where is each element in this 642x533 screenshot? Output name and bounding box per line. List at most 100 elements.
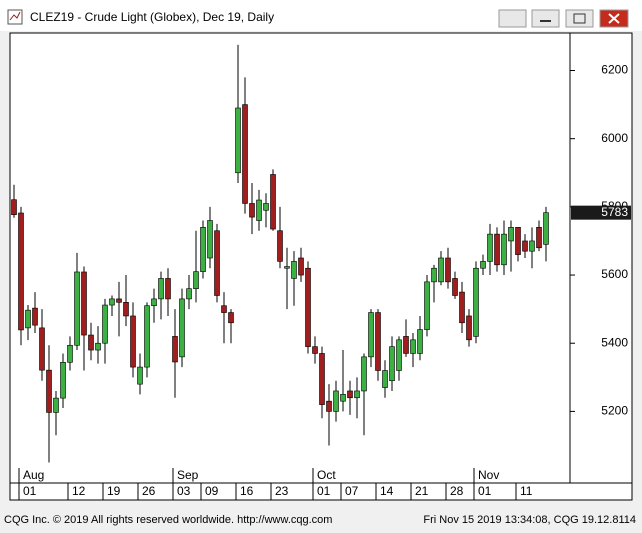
candle-body — [480, 261, 486, 269]
candle-body — [284, 266, 290, 269]
candle-body — [74, 271, 80, 346]
candle-body — [179, 298, 185, 358]
candle-body — [396, 339, 402, 371]
maximize-icon — [573, 13, 586, 24]
window-title: CLEZ19 - Crude Light (Globex), Dec 19, D… — [30, 10, 274, 24]
candle-body — [214, 230, 220, 296]
candle-body — [207, 220, 213, 259]
candle-body — [361, 356, 367, 392]
candle-body — [270, 174, 276, 230]
window-icon — [7, 9, 23, 25]
candle-body — [151, 298, 157, 307]
candle-body — [305, 267, 311, 347]
close-icon — [608, 13, 620, 24]
candle-body — [333, 390, 339, 412]
last-price-label: 5783 — [601, 205, 628, 219]
candle-body — [431, 267, 437, 283]
date-axis — [9, 482, 633, 501]
candle-body — [102, 304, 108, 344]
candle-body — [403, 336, 409, 354]
candle-body — [382, 370, 388, 388]
candle-body — [39, 327, 45, 371]
candle-body — [32, 307, 38, 326]
candle-body — [263, 203, 269, 211]
candle-body — [452, 278, 458, 296]
candle-body — [354, 390, 360, 399]
candle-body — [487, 233, 493, 262]
candle-body — [466, 315, 472, 341]
candle-body — [375, 312, 381, 371]
candle-body — [438, 257, 444, 283]
maximize-button[interactable] — [565, 9, 594, 28]
candle-body — [424, 281, 430, 330]
x-tick-label: 01 — [23, 484, 37, 498]
x-tick-label: 14 — [380, 484, 394, 498]
candle-body — [165, 278, 171, 300]
candle-body — [158, 278, 164, 300]
month-label: Nov — [478, 468, 499, 482]
x-tick-label: 11 — [520, 484, 533, 498]
candle-body — [81, 271, 87, 336]
candle-body — [536, 227, 542, 249]
candle-body — [445, 257, 451, 283]
candle-body — [116, 298, 122, 303]
x-tick-label: 26 — [142, 484, 156, 498]
x-tick-label: 01 — [478, 484, 492, 498]
candle-body — [515, 227, 521, 255]
y-tick-label: 6000 — [601, 131, 628, 145]
candle-body — [312, 346, 318, 354]
candle-body — [60, 362, 66, 399]
last-price-box — [571, 205, 631, 220]
candle-body — [291, 261, 297, 279]
month-label: Aug — [23, 468, 44, 482]
candle-body — [11, 199, 17, 216]
month-label: Sep — [177, 468, 199, 482]
candle-body — [137, 366, 143, 385]
candle-body — [67, 344, 73, 363]
candle-body — [242, 104, 248, 204]
candle-body — [529, 240, 535, 252]
y-tick-label: 5600 — [601, 267, 628, 281]
footer-timestamp: Fri Nov 15 2019 13:34:08, CQG 19.12.8114 — [423, 514, 636, 526]
candle-body — [494, 233, 500, 266]
x-tick-label: 12 — [72, 484, 86, 498]
y-tick-label: 6200 — [601, 63, 628, 77]
candle-body — [347, 390, 353, 399]
candle-body — [193, 271, 199, 289]
candle-body — [186, 288, 192, 300]
candle-body — [319, 353, 325, 405]
candle-body — [410, 339, 416, 354]
pin-button[interactable] — [498, 9, 527, 28]
x-tick-label: 01 — [317, 484, 331, 498]
candle-body — [368, 312, 374, 358]
candle-body — [473, 267, 479, 337]
candle-body — [298, 257, 304, 276]
candle-body — [144, 305, 150, 368]
candle-body — [326, 400, 332, 412]
candle-body — [249, 203, 255, 218]
month-label: Oct — [317, 468, 336, 482]
candle-body — [522, 240, 528, 252]
x-tick-label: 28 — [450, 484, 464, 498]
x-tick-label: 23 — [275, 484, 289, 498]
plot-area — [9, 32, 571, 484]
candle-body — [123, 302, 129, 317]
candle-body — [95, 342, 101, 351]
minimize-button[interactable] — [531, 9, 560, 28]
candle-body — [18, 212, 24, 331]
y-tick-label: 5400 — [601, 335, 628, 349]
candle-body — [508, 227, 514, 242]
candle-body — [340, 394, 346, 402]
y-tick-label: 5200 — [601, 404, 628, 418]
candle-body — [172, 336, 178, 363]
candle-body — [417, 329, 423, 354]
candle-body — [130, 315, 136, 368]
candle-body — [221, 305, 227, 313]
footer-copyright: CQG Inc. © 2019 All rights reserved worl… — [4, 514, 332, 526]
x-tick-label: 09 — [205, 484, 219, 498]
candle-body — [88, 334, 94, 351]
x-tick-label: 19 — [107, 484, 121, 498]
candle-body — [501, 233, 507, 266]
